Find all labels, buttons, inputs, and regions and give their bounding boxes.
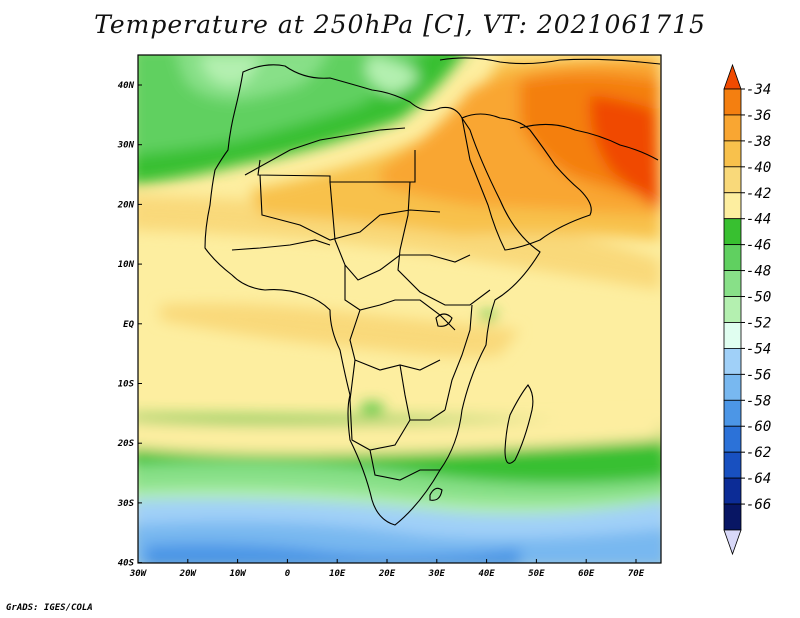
colorbar-label: -64 bbox=[746, 471, 771, 487]
colorbar-label: -42 bbox=[746, 186, 771, 202]
lon-tick-label: 20W bbox=[179, 569, 198, 579]
lon-tick-label: 70E bbox=[628, 569, 645, 579]
colorbar-label: -52 bbox=[746, 315, 771, 331]
colorbar-bottom-arrow bbox=[723, 529, 742, 556]
colorbar-label: -38 bbox=[746, 134, 771, 150]
grads-credit: GrADS: IGES/COLA bbox=[6, 603, 93, 613]
lat-tick-label: 20N bbox=[117, 200, 135, 210]
lon-tick-label: 10W bbox=[229, 569, 247, 579]
colorbar-label: -50 bbox=[746, 290, 771, 306]
lon-tick-label: 60E bbox=[578, 569, 595, 579]
lon-tick-label: 30W bbox=[129, 569, 148, 579]
lon-tick-label: 20E bbox=[378, 569, 396, 579]
colorbar-label: -54 bbox=[746, 341, 771, 357]
colorbar-swatch bbox=[723, 322, 742, 349]
longitude-axis: 30W 20W 10W 0 10E 20E 30E 40E 50E 60E 70E bbox=[129, 559, 645, 579]
colorbar-label: -60 bbox=[746, 419, 771, 435]
lon-tick-label: 10E bbox=[329, 569, 346, 579]
plot-frame bbox=[137, 54, 662, 564]
lat-tick-label: 20S bbox=[117, 439, 135, 449]
colorbar-swatch bbox=[723, 166, 742, 194]
colorbar-swatch bbox=[723, 192, 742, 220]
colorbar-swatch bbox=[723, 218, 742, 246]
colorbar-label: -46 bbox=[746, 238, 771, 254]
colorbar-label: -56 bbox=[746, 367, 771, 383]
colorbar-label: -36 bbox=[746, 108, 771, 124]
colorbar-swatch bbox=[723, 477, 742, 505]
colorbar-label: -58 bbox=[746, 393, 771, 409]
colorbar-swatch bbox=[723, 244, 742, 271]
colorbar-label: -66 bbox=[746, 497, 771, 513]
colorbar-label: -62 bbox=[746, 445, 771, 461]
colorbar-swatch bbox=[723, 451, 742, 479]
colorbar-swatch bbox=[723, 399, 742, 427]
lon-tick-label: 0 bbox=[285, 569, 291, 579]
colorbar-top-arrow bbox=[723, 63, 742, 90]
lat-tick-label: 40S bbox=[118, 559, 135, 569]
lon-tick-label: 40E bbox=[478, 569, 495, 579]
colorbar-swatch bbox=[723, 425, 742, 453]
colorbar-swatch bbox=[723, 140, 742, 168]
coastlines bbox=[204, 57, 661, 526]
lat-tick-label: 40N bbox=[118, 81, 135, 91]
colorbar-swatch bbox=[723, 373, 742, 401]
colorbar-label: -44 bbox=[746, 212, 771, 228]
colorbar-swatch bbox=[723, 296, 742, 323]
colorbar-swatch bbox=[723, 270, 742, 297]
lon-tick-label: 50E bbox=[528, 569, 545, 579]
colorbar-label: -34 bbox=[746, 82, 771, 98]
colorbar-swatch bbox=[723, 88, 742, 116]
lat-tick-label: EQ bbox=[123, 320, 134, 330]
colorbar: -34 -36 -38 -40 -42 -44 -46 -48 -50 -52 -54 -56 -58 -… bbox=[723, 63, 771, 556]
lat-tick-label: 30N bbox=[117, 141, 135, 151]
colorbar-label: -48 bbox=[746, 264, 771, 280]
temperature-field bbox=[138, 55, 661, 563]
lat-tick-label: 30S bbox=[117, 499, 135, 509]
map-title: Temperature at 250hPa [C], VT: 202106171… bbox=[94, 10, 706, 39]
lat-tick-label: 10S bbox=[118, 380, 135, 390]
colorbar-swatch bbox=[723, 348, 742, 375]
colorbar-label: -40 bbox=[746, 160, 771, 176]
latitude-axis: 40N 30N 20N 10N EQ 10S 20S 30S 40S bbox=[117, 81, 142, 569]
colorbar-swatch bbox=[723, 114, 742, 142]
colorbar-swatch bbox=[723, 503, 742, 531]
lon-tick-label: 30E bbox=[428, 569, 446, 579]
lat-tick-label: 10N bbox=[118, 260, 135, 270]
